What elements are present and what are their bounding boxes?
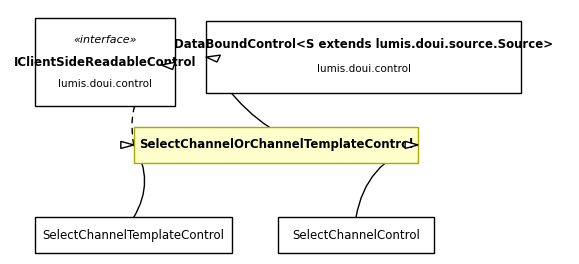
Text: SelectChannelOrChannelTemplateControl: SelectChannelOrChannelTemplateControl — [139, 138, 413, 152]
Text: IClientSideReadableControl: IClientSideReadableControl — [14, 56, 196, 69]
FancyBboxPatch shape — [134, 127, 418, 163]
Text: lumis.doui.control: lumis.doui.control — [58, 79, 152, 89]
FancyBboxPatch shape — [206, 21, 522, 93]
Polygon shape — [121, 141, 134, 148]
Polygon shape — [206, 55, 221, 62]
FancyBboxPatch shape — [35, 217, 232, 253]
Text: SelectChannelTemplateControl: SelectChannelTemplateControl — [43, 229, 225, 242]
Polygon shape — [162, 62, 175, 69]
Text: «interface»: «interface» — [74, 35, 137, 45]
Polygon shape — [405, 141, 418, 148]
FancyBboxPatch shape — [278, 217, 434, 253]
Text: DataBoundControl<S extends lumis.doui.source.Source>: DataBoundControl<S extends lumis.doui.so… — [174, 39, 554, 51]
Text: SelectChannelControl: SelectChannelControl — [292, 229, 420, 242]
FancyBboxPatch shape — [35, 18, 175, 106]
Text: lumis.doui.control: lumis.doui.control — [317, 64, 411, 74]
